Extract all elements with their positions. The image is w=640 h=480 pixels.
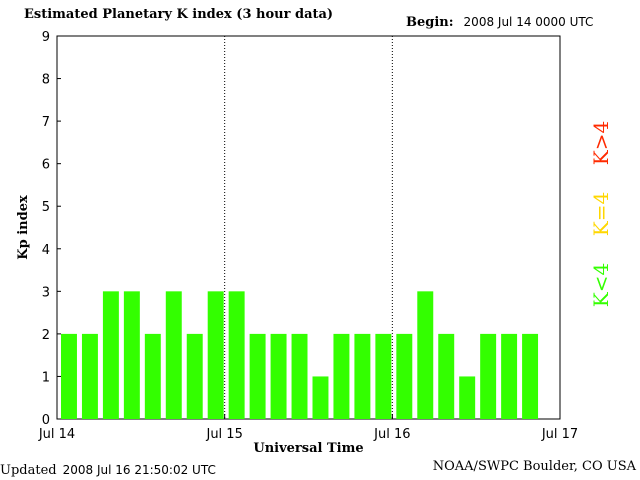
kp-bar [144, 333, 161, 419]
legend-item: K>4 [589, 121, 613, 165]
begin-info: Begin: 2008 Jul 14 0000 UTC [406, 11, 593, 30]
kp-bar [270, 333, 287, 419]
y-tick-label: 0 [42, 413, 50, 428]
chart-title: Estimated Planetary K index (3 hour data… [24, 7, 334, 22]
kp-bar [438, 333, 455, 419]
plot-frame [56, 35, 561, 420]
legend-item: K<4 [589, 263, 613, 307]
y-tick-label: 7 [42, 115, 50, 130]
y-tick-label: 6 [42, 158, 50, 173]
kp-bar [81, 333, 98, 419]
x-axis-label: Universal Time [253, 441, 363, 456]
x-tick-label: Jul 17 [541, 427, 578, 442]
legend-item: K=4 [589, 192, 613, 236]
updated-label: Updated [0, 463, 57, 478]
kp-bar [522, 333, 539, 419]
kp-bar [186, 333, 203, 419]
x-tick-label: Jul 16 [373, 427, 410, 442]
begin-label: Begin: [406, 15, 454, 30]
updated-value: 2008 Jul 16 21:50:02 UTC [62, 463, 216, 477]
kp-bar [123, 291, 140, 419]
kp-bar [102, 291, 119, 419]
kp-bar [354, 333, 371, 419]
kp-bar [459, 376, 476, 419]
kp-bar [312, 376, 329, 419]
y-tick-label: 4 [42, 243, 50, 258]
kp-bar [291, 333, 308, 419]
y-tick-label: 1 [42, 370, 50, 385]
kp-bar [228, 291, 245, 419]
y-tick-label: 5 [42, 200, 50, 215]
kp-bar [249, 333, 266, 419]
y-tick-label: 3 [42, 285, 50, 300]
begin-value: 2008 Jul 14 0000 UTC [463, 15, 594, 29]
kp-bar [417, 291, 434, 419]
kp-bar [61, 333, 77, 419]
y-tick-label: 8 [42, 73, 50, 88]
kp-bar [165, 291, 182, 419]
kp-bar [480, 333, 497, 419]
updated-info: Updated 2008 Jul 16 21:50:02 UTC [0, 459, 216, 478]
kp-bar [396, 333, 413, 419]
x-tick-label: Jul 15 [205, 427, 242, 442]
kp-bar [207, 291, 224, 419]
credit-text: NOAA/SWPC Boulder, CO USA [432, 459, 636, 474]
x-tick-label: Jul 14 [38, 427, 75, 442]
y-tick-label: 9 [42, 30, 50, 45]
kp-bar [501, 333, 518, 419]
kp-bar [375, 333, 392, 419]
y-axis-label: Kp index [16, 195, 31, 260]
kp-bar [333, 333, 350, 419]
y-tick-label: 2 [42, 328, 50, 343]
